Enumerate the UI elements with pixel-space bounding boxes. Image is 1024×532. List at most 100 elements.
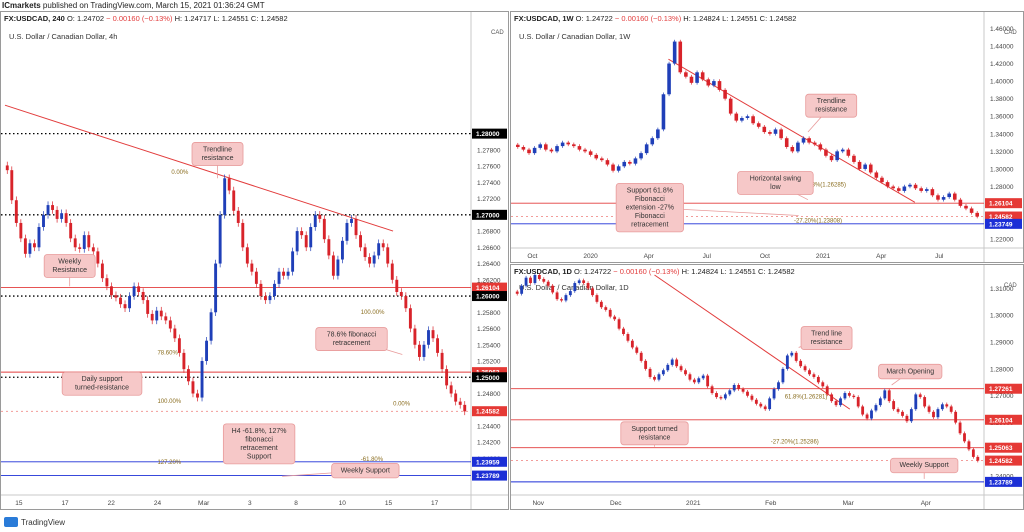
callout-label: retracement: [333, 340, 370, 347]
candle-body: [958, 422, 962, 434]
price-tag-bg: [985, 414, 1022, 425]
candle-body: [588, 151, 593, 155]
candle-body: [386, 247, 390, 264]
price-tag-bg: [985, 455, 1022, 466]
candle-body: [560, 299, 563, 301]
candle-body: [807, 138, 811, 143]
price-tag-label: 1.26000: [476, 294, 500, 301]
candle-body: [821, 382, 825, 387]
x-tick-label: Dec: [610, 500, 622, 507]
candle-body: [710, 386, 714, 394]
y-tick-label: 1.25600: [477, 326, 501, 333]
candle-body: [417, 344, 421, 357]
candle-body: [830, 394, 834, 402]
callout-label: Fibonacci: [635, 196, 665, 203]
y-tick-label: 1.25200: [477, 359, 501, 366]
candle-body: [740, 117, 744, 121]
candle-body: [100, 263, 104, 279]
candle-body: [756, 123, 761, 127]
chart-title-weekly: U.S. Dollar / Canadian Dollar, 1W: [519, 32, 631, 41]
y-tick-label: 1.27000: [990, 393, 1014, 400]
candle-body: [896, 188, 901, 191]
callout-box: [800, 326, 853, 350]
callout-label: Support 61.8%: [627, 187, 673, 194]
x-tick-label: Oct: [760, 253, 770, 260]
callout-box: [805, 93, 858, 118]
candle-body: [560, 142, 565, 147]
candle-body: [700, 72, 705, 80]
callout-label: Fibonacci: [635, 213, 665, 220]
candle-body: [64, 213, 68, 223]
candle-body: [87, 235, 91, 248]
candle-body: [741, 389, 745, 392]
chart-svg-4h[interactable]: CAD 1.27800 1.27600 1.27400 1.27200 1.26800 1.…: [1, 12, 508, 509]
callout-label: Daily support: [82, 376, 123, 383]
candle-body: [784, 138, 789, 147]
footer-brand[interactable]: TradingView: [21, 517, 66, 527]
candle-body: [737, 385, 741, 390]
x-tick-label: 17: [431, 500, 439, 507]
tradingview-logo-icon[interactable]: [4, 517, 18, 527]
x-tick-label: 2021: [816, 253, 831, 260]
fib-level-label: 61.8%(1.26285): [803, 183, 846, 189]
callout-box: [61, 371, 143, 396]
y-tick-label: 1.36000: [990, 114, 1014, 121]
candle-body: [958, 199, 963, 206]
price-tag-label: 1.26104: [989, 417, 1013, 424]
candle-body: [399, 291, 403, 297]
chart-panel-4h[interactable]: FX:USDCAD, 240 O: 1.24702 − 0.00160 (−0.…: [0, 11, 509, 510]
candle-body: [572, 144, 576, 147]
candle-body: [885, 182, 890, 187]
candle-body: [277, 271, 281, 284]
candle-body: [463, 404, 467, 412]
x-tick-label: 2021: [686, 500, 701, 507]
candle-body: [914, 394, 918, 410]
candle-body: [268, 296, 272, 301]
callout-box: [43, 254, 96, 278]
candle-body: [954, 411, 958, 423]
candle-body: [377, 243, 381, 256]
callout-box: [890, 457, 959, 474]
callout-label: Trendline: [203, 146, 232, 153]
fib-level-label: 0.00%: [171, 170, 189, 176]
chart-title-4h: U.S. Dollar / Canadian Dollar, 4h: [9, 32, 118, 41]
symbol-line-weekly: FX:USDCAD, 1W O: 1.24722 − 0.00160 (−0.1…: [514, 14, 797, 23]
candle-body: [644, 144, 649, 154]
candle-body: [808, 370, 811, 375]
chart-panel-daily[interactable]: FX:USDCAD, 1D O: 1.24722 − 0.00160 (−0.1…: [510, 264, 1024, 510]
footer: TradingView: [4, 517, 65, 527]
chart-svg-daily[interactable]: CAD1.310001.300001.290001.280001.270001.…: [511, 265, 1023, 509]
candle-body: [527, 149, 531, 154]
candle-body: [796, 142, 800, 152]
candle-body: [799, 360, 803, 367]
fib-level-label: 127.20%: [157, 460, 181, 466]
chart-panel-weekly[interactable]: FX:USDCAD, 1W O: 1.24722 − 0.00160 (−0.1…: [510, 11, 1024, 263]
candle-body: [856, 397, 860, 407]
candle-body: [205, 340, 209, 362]
candle-body: [945, 404, 949, 407]
y-tick-label: 1.31000: [990, 286, 1014, 293]
candle-body: [936, 409, 940, 418]
callout-label: resistance: [811, 339, 843, 346]
x-tick-label: Nov: [532, 500, 544, 507]
price-tag-bg: [985, 218, 1022, 229]
candle-body: [712, 81, 716, 86]
candle-body: [672, 41, 677, 64]
candle-body: [967, 441, 971, 450]
candle-body: [932, 411, 935, 418]
candle-body: [715, 393, 718, 398]
candle-body: [146, 300, 150, 314]
candle-body: [250, 263, 254, 272]
candle-body: [168, 320, 172, 329]
price-tag-bg: [472, 470, 507, 481]
y-tick-label: 1.32000: [990, 149, 1014, 156]
callout-label: Trend line: [811, 331, 842, 338]
candle-body: [19, 222, 23, 239]
y-tick-label: 1.44000: [990, 43, 1014, 50]
candle-body: [109, 286, 113, 296]
price-tag-label: 1.25063: [989, 445, 1013, 452]
candle-body: [781, 368, 785, 383]
candle-body: [728, 98, 733, 114]
candle-body: [573, 283, 577, 292]
